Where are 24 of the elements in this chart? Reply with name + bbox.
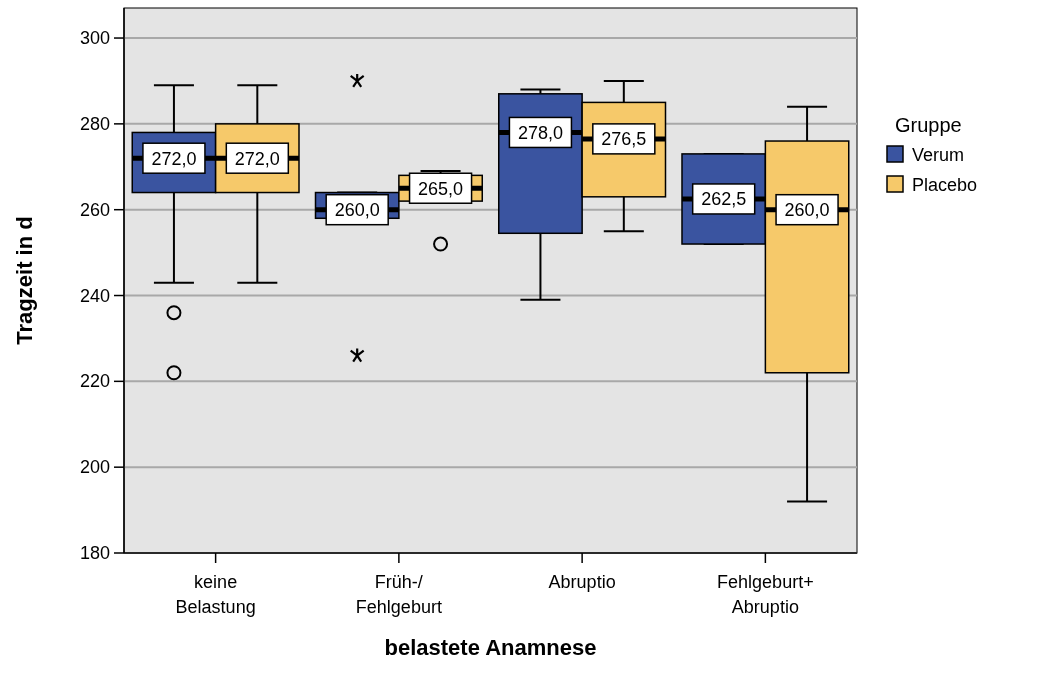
- x-tick-label: keine Belastung: [175, 572, 256, 617]
- text: 272,0: [234, 148, 280, 169]
- legend-label: Verum: [912, 145, 965, 165]
- y-tick-label: 240: [79, 285, 110, 306]
- text: 272,0: [151, 148, 197, 169]
- text: 260,0: [784, 200, 830, 221]
- x-tick-label: Fehlgeburt+ Abruptio: [717, 572, 814, 617]
- legend-title: Gruppe: [895, 114, 962, 136]
- x-tick-label: Abruptio: [548, 572, 616, 592]
- y-tick-label: 260: [79, 199, 110, 220]
- text: 278,0: [517, 122, 563, 143]
- x-tick-label: Früh-/ Fehlgeburt: [355, 572, 442, 617]
- y-tick-label: 300: [79, 28, 110, 49]
- y-tick-label: 180: [79, 543, 110, 563]
- text: 260,0: [334, 200, 380, 221]
- text: 262,5: [701, 189, 747, 210]
- x-axis-title: belastete Anamnese: [384, 635, 597, 660]
- y-tick-label: 220: [79, 371, 110, 392]
- text: 276,5: [601, 129, 647, 150]
- text: 265,0: [418, 178, 464, 199]
- y-tick-label: 280: [79, 113, 110, 134]
- y-tick-label: 200: [79, 457, 110, 478]
- legend-label: Placebo: [912, 175, 978, 195]
- y-axis-title: Tragzeit in d: [12, 216, 37, 345]
